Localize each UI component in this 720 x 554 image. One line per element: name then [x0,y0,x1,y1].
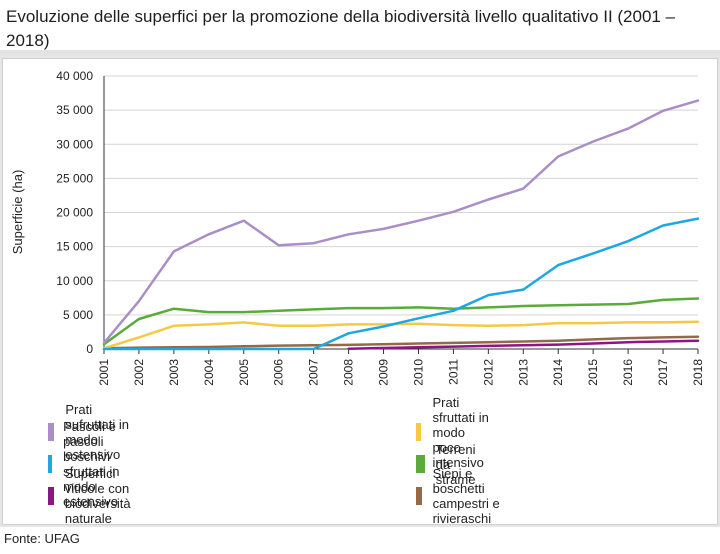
y-tick-label: 35 000 [56,103,93,117]
legend-label: Superfici viticole con biodiversità natu… [64,466,131,526]
legend-item: Prati sfruttati in modo poco intensivo [416,395,496,470]
x-tick-label: 2015 [586,359,600,386]
grid-lines [104,75,698,316]
x-tick-label: 2012 [481,359,495,386]
x-tick-label: 2010 [411,359,425,386]
x-tick-label: 2003 [167,359,181,386]
y-tick-label: 40 000 [56,69,93,83]
axes [103,76,699,354]
legend-swatch [416,487,422,505]
y-tick-label: 30 000 [56,137,93,151]
chart-panel [2,58,718,525]
y-tick-label: 20 000 [56,206,93,220]
series-line [102,217,700,351]
legend-swatch [416,423,422,441]
y-tick-label: 10 000 [56,274,93,288]
legend-swatch [48,487,54,505]
legend-item: Siepi e boschetti campestri e rivierasch… [416,466,504,526]
legend-swatch [48,455,53,473]
x-tick-label: 2005 [237,359,251,386]
x-tick-label: 2016 [621,359,635,386]
legend-item: Terreni da strame [416,442,485,487]
y-tick-label: 25 000 [56,171,93,185]
x-tick-label: 2011 [446,359,460,385]
series-line [347,339,700,350]
x-tick-label: 2009 [377,359,391,386]
legend-label: Prati sufruttati in modo estensivo [65,402,129,462]
legend-swatch [416,455,425,473]
legend-item: Prati sufruttati in modo estensivo [48,402,132,462]
x-tick-label: 2002 [132,359,146,386]
legend-swatch [48,423,55,441]
legend-label: Pascoli e pascoli boschivi sfruttati in … [63,419,120,509]
series-line [102,335,700,350]
x-tick-label: 2014 [551,359,565,386]
x-tick-labels: 2001 2002 2003 2004 2005 2006 2007 2008 2009 2010… [97,359,705,386]
legend-label: Terreni da strame [435,441,476,487]
chart-title: Evoluzione delle superfici per la promoz… [6,7,676,50]
series-lines [102,99,700,351]
y-axis-title: Superficie (ha) [10,170,25,255]
x-tick-label: 2001 [97,359,111,386]
x-tick-label: 2007 [307,359,321,386]
x-tick-label: 2008 [342,359,356,386]
x-tick-label: 2017 [656,359,670,386]
series-line [102,320,700,350]
x-tick-label: 2006 [272,359,286,386]
x-tick-label: 2004 [202,359,216,386]
x-tick-label: 2013 [516,359,530,386]
title-divider [0,50,720,58]
x-tick-label: 2018 [691,359,705,386]
y-tick-label: 5 000 [63,308,93,322]
source-note: Fonte: UFAG [4,531,80,546]
legend-item: Pascoli e pascoli boschivi sfruttati in … [48,419,132,509]
series-line [102,99,700,345]
y-tick-labels: 0 5 000 10 000 15 000 20 000 25 000 30 000 35 0… [56,69,93,356]
y-tick-label: 15 000 [56,240,93,254]
series-line [102,297,700,346]
y-tick-label: 0 [86,342,93,356]
legend-label: Prati sfruttati in modo poco intensivo [432,394,489,470]
legend-item: Superfici viticole con biodiversità natu… [48,466,143,526]
legend-label: Siepi e boschetti campestri e rivierasch… [432,466,500,526]
